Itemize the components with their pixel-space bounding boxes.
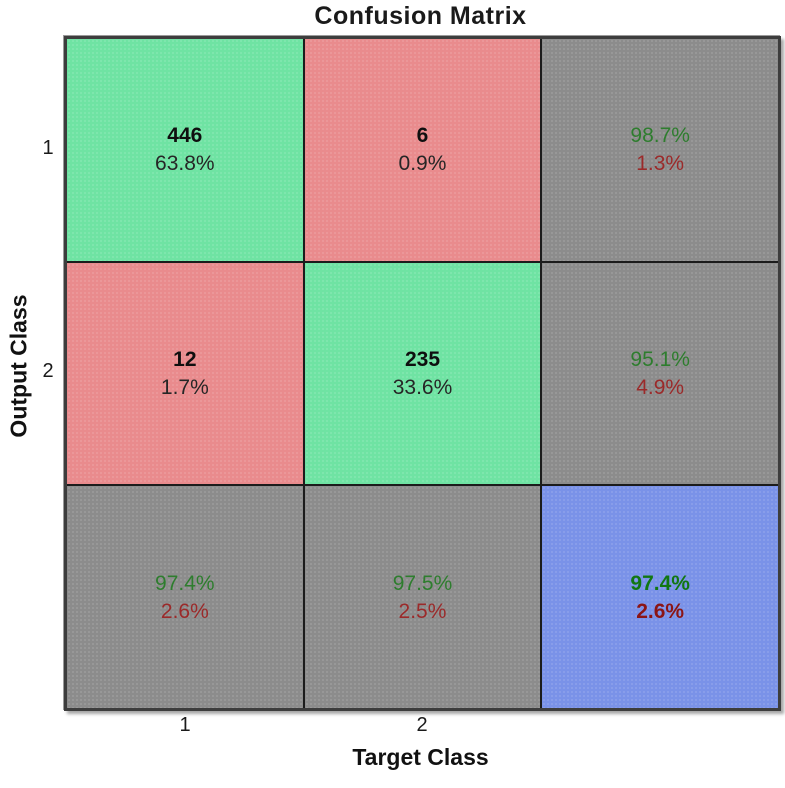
overall-accuracy-cell: 97.4% 2.6% [542, 486, 778, 708]
summary-incorrect-percent: 1.3% [636, 152, 685, 176]
x-axis-label: Target Class [352, 744, 489, 770]
cell-percent: 63.8% [155, 152, 215, 176]
confusion-matrix-grid: 446 63.8% 6 0.9% 98.7% 1.3% 12 1.7% 235 … [64, 36, 781, 711]
summary-correct-percent: 97.4% [155, 571, 215, 595]
cell-percent: 1.7% [160, 375, 209, 399]
x-tick-1: 1 [179, 714, 191, 736]
chart-title: Confusion Matrix [314, 2, 527, 30]
row-summary-cell-output1: 98.7% 1.3% [542, 39, 778, 261]
cell-output2-target1: 12 1.7% [67, 262, 303, 485]
cell-count: 12 [173, 347, 197, 371]
overall-incorrect-percent: 2.6% [636, 599, 685, 623]
summary-correct-percent: 97.5% [392, 571, 453, 595]
x-tick-2: 2 [416, 714, 428, 736]
cell-percent: 33.6% [392, 375, 453, 399]
cell-output1-target1: 446 63.8% [67, 39, 303, 261]
cell-count: 235 [404, 347, 441, 371]
col-summary-cell-target1: 97.4% 2.6% [67, 486, 303, 708]
cell-count: 446 [167, 124, 203, 148]
cell-percent: 0.9% [398, 152, 447, 176]
cell-output2-target2: 235 33.6% [304, 262, 541, 485]
cell-output1-target2: 6 0.9% [304, 39, 541, 261]
col-summary-cell-target2: 97.5% 2.5% [304, 486, 541, 708]
summary-correct-percent: 98.7% [630, 124, 690, 148]
overall-correct-percent: 97.4% [630, 571, 690, 595]
summary-correct-percent: 95.1% [630, 347, 690, 371]
y-tick-1: 1 [42, 137, 54, 159]
summary-incorrect-percent: 2.6% [160, 599, 209, 623]
y-axis-label: Output Class [5, 294, 32, 438]
y-tick-2: 2 [42, 360, 54, 382]
cell-count: 6 [416, 124, 429, 148]
summary-incorrect-percent: 2.5% [398, 599, 447, 623]
row-summary-cell-output2: 95.1% 4.9% [542, 262, 778, 485]
summary-incorrect-percent: 4.9% [636, 375, 685, 399]
